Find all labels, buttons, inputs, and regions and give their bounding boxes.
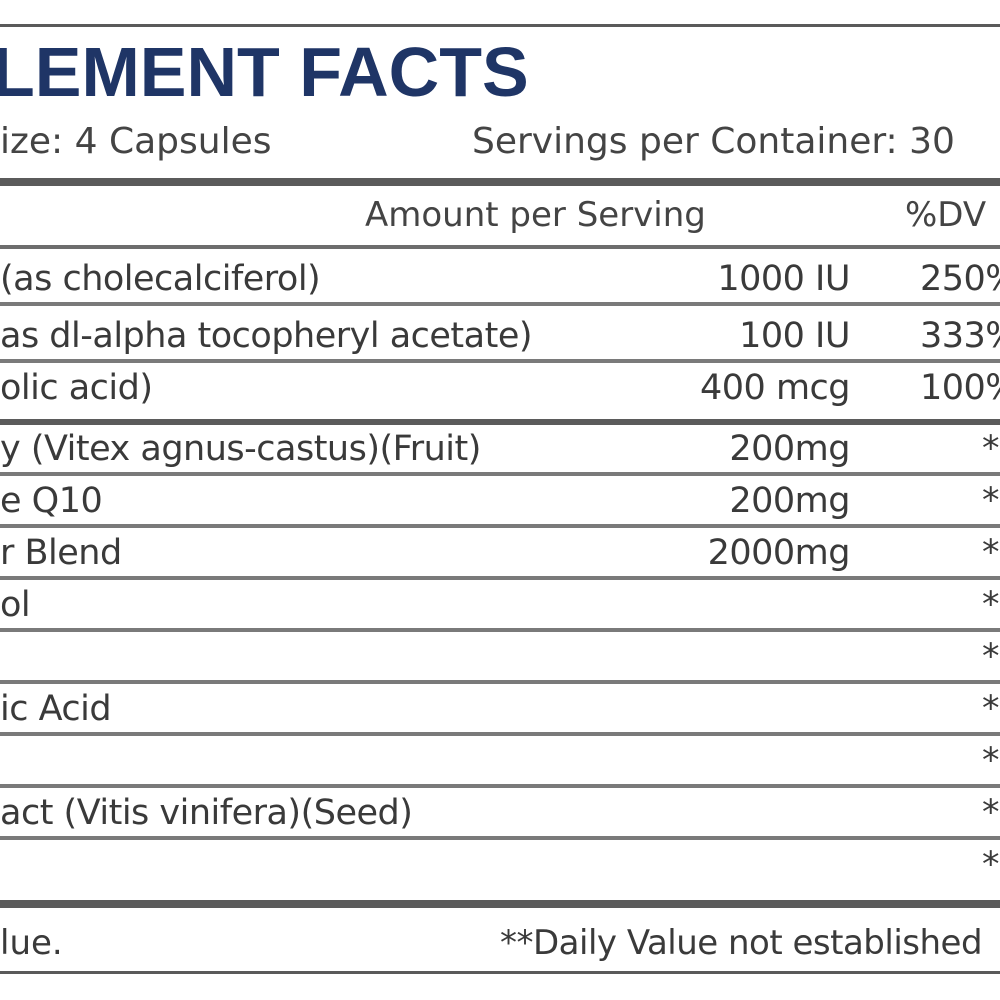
ingredient-amount: 2000mg xyxy=(707,533,851,573)
section-divider xyxy=(0,419,1000,425)
table-row: * xyxy=(0,632,1000,684)
ingredient-amount: 200mg xyxy=(729,481,850,521)
header-divider xyxy=(0,178,1000,186)
row-divider xyxy=(0,732,1000,736)
row-divider xyxy=(0,680,1000,684)
amount-per-serving-header: Amount per Serving xyxy=(365,195,706,235)
table-row: * xyxy=(0,840,1000,896)
ingredient-dv: * xyxy=(982,793,1000,833)
row-divider xyxy=(0,628,1000,632)
row-divider xyxy=(0,524,1000,528)
nutrient-name: (as cholecalciferol) xyxy=(0,259,321,299)
servings-per-container: Servings per Container: 30 xyxy=(472,121,955,162)
footnote-not-established: **Daily Value not established xyxy=(500,923,983,963)
nutrient-amount: 400 mcg xyxy=(700,368,850,408)
ingredient-name: act (Vitis vinifera)(Seed) xyxy=(0,793,413,833)
ingredient-dv: * xyxy=(982,845,1000,885)
ingredient-dv: * xyxy=(982,689,1000,729)
row-divider xyxy=(0,302,1000,306)
ingredient-dv: * xyxy=(982,637,1000,677)
supplement-facts-panel xyxy=(0,24,1000,974)
row-divider xyxy=(0,836,1000,840)
table-row: olic acid) 400 mcg 100% xyxy=(0,363,1000,421)
table-row: as dl-alpha tocopheryl acetate) 100 IU 3… xyxy=(0,311,1000,363)
daily-value-header: %DV xyxy=(905,195,987,235)
nutrient-dv: 333% xyxy=(920,316,1000,356)
ingredient-name: r Blend xyxy=(0,533,122,573)
serving-size: ize: 4 Capsules xyxy=(0,121,272,162)
ingredient-dv: * xyxy=(982,585,1000,625)
nutrient-dv: 100% xyxy=(920,368,1000,408)
ingredient-name: e Q10 xyxy=(0,481,103,521)
ingredient-name: y (Vitex agnus-castus)(Fruit) xyxy=(0,429,481,469)
ingredient-dv: * xyxy=(982,429,1000,469)
ingredient-name: ic Acid xyxy=(0,689,112,729)
nutrient-name: as dl-alpha tocopheryl acetate) xyxy=(0,316,533,356)
table-row: ic Acid * xyxy=(0,684,1000,736)
ingredient-name: ol xyxy=(0,585,31,625)
table-row: act (Vitis vinifera)(Seed) * xyxy=(0,788,1000,840)
ingredient-dv: * xyxy=(982,533,1000,573)
row-divider xyxy=(0,576,1000,580)
table-row: (as cholecalciferol) 1000 IU 250% xyxy=(0,254,1000,306)
table-row: e Q10 200mg * xyxy=(0,476,1000,528)
ingredient-amount: 200mg xyxy=(729,429,850,469)
table-row: ol * xyxy=(0,580,1000,632)
table-row: y (Vitex agnus-castus)(Fruit) 200mg * xyxy=(0,424,1000,476)
footnote-daily-value: lue. xyxy=(0,923,63,963)
table-row: r Blend 2000mg * xyxy=(0,528,1000,580)
table-row: * xyxy=(0,736,1000,788)
nutrient-dv: 250% xyxy=(920,259,1000,299)
nutrient-amount: 100 IU xyxy=(739,316,850,356)
row-divider xyxy=(0,472,1000,476)
nutrient-name: olic acid) xyxy=(0,368,153,408)
ingredient-dv: * xyxy=(982,741,1000,781)
footer-divider xyxy=(0,900,1000,908)
column-header-divider xyxy=(0,245,1000,249)
row-divider xyxy=(0,784,1000,788)
ingredient-dv: * xyxy=(982,481,1000,521)
row-divider xyxy=(0,359,1000,363)
panel-title: LEMENT FACTS xyxy=(0,33,529,111)
nutrient-amount: 1000 IU xyxy=(717,259,850,299)
